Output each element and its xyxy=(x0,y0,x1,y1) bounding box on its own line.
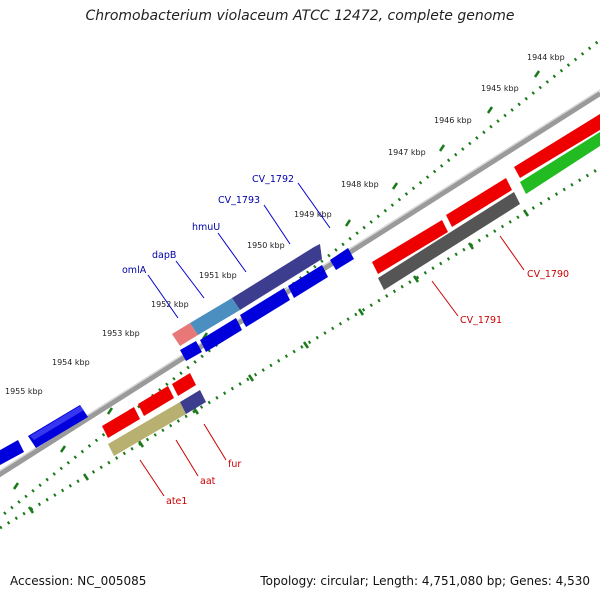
inner-ruler-ticks xyxy=(27,209,530,514)
gene-feature xyxy=(514,114,600,178)
gene-label: CV_1790 xyxy=(527,269,569,280)
gene-label: aat xyxy=(200,476,216,487)
map-title: Chromobacterium violaceum ATCC 12472, co… xyxy=(85,8,515,24)
scale-label: 1952 kbp xyxy=(151,300,189,309)
scale-label: 1950 kbp xyxy=(247,241,285,250)
scale-label: 1953 kbp xyxy=(102,329,140,338)
scale-label: 1947 kbp xyxy=(388,148,426,157)
gene-label: fur xyxy=(228,459,241,470)
forward-strand-genes xyxy=(0,244,354,465)
scale-label: 1948 kbp xyxy=(341,180,379,189)
gene-feature-CV_1793 xyxy=(232,247,322,310)
gene-feature-omlA xyxy=(172,323,198,346)
scale-label: 1955 kbp xyxy=(5,387,43,396)
gene-feature-CV_1790 xyxy=(520,132,600,194)
gene-label: hmuU xyxy=(192,222,220,233)
scale-labels: 1944 kbp 1945 kbp 1946 kbp 1947 kbp 1948… xyxy=(5,53,565,396)
gene-label: ate1 xyxy=(166,496,187,507)
gene-feature xyxy=(30,406,84,440)
gene-feature xyxy=(138,386,174,416)
gene-labels: CV_1792 CV_1793 hmuU dapB omlA CV_1790 C… xyxy=(122,174,569,507)
gene-label: CV_1793 xyxy=(218,195,260,206)
gene-label: CV_1792 xyxy=(252,174,294,185)
gene-feature xyxy=(446,178,512,227)
outer-ruler-line xyxy=(0,38,600,519)
gene-feature-aat xyxy=(108,402,186,456)
scale-label: 1944 kbp xyxy=(527,53,565,62)
gene-feature xyxy=(330,248,354,270)
label-leaders xyxy=(139,182,525,497)
gene-feature-CV_1792 xyxy=(314,244,322,259)
gene-feature xyxy=(172,373,196,396)
gene-feature xyxy=(102,407,140,438)
gene-feature xyxy=(180,341,202,361)
scale-label: 1954 kbp xyxy=(52,358,90,367)
gene-feature-dapB xyxy=(190,298,240,335)
gene-feature xyxy=(0,440,24,465)
gene-label: dapB xyxy=(152,250,176,261)
accession-label: Accession: NC_005085 xyxy=(10,574,147,588)
inner-ruler-line xyxy=(0,166,600,530)
gene-feature xyxy=(288,265,328,298)
scale-label: 1951 kbp xyxy=(199,271,237,280)
genome-stats-label: Topology: circular; Length: 4,751,080 bp… xyxy=(260,574,590,588)
scale-label: 1949 kbp xyxy=(294,210,332,219)
gene-feature xyxy=(200,318,242,352)
gene-label: CV_1791 xyxy=(460,315,502,326)
gene-label: omlA xyxy=(122,265,147,276)
gene-feature-hmuU xyxy=(240,288,290,327)
gene-feature xyxy=(372,220,448,274)
gene-feature-fur xyxy=(180,390,206,414)
gene-feature-CV_1791 xyxy=(378,192,520,290)
reverse-strand-genes xyxy=(102,114,600,456)
scale-label: 1946 kbp xyxy=(434,116,472,125)
scale-label: 1945 kbp xyxy=(481,84,519,93)
